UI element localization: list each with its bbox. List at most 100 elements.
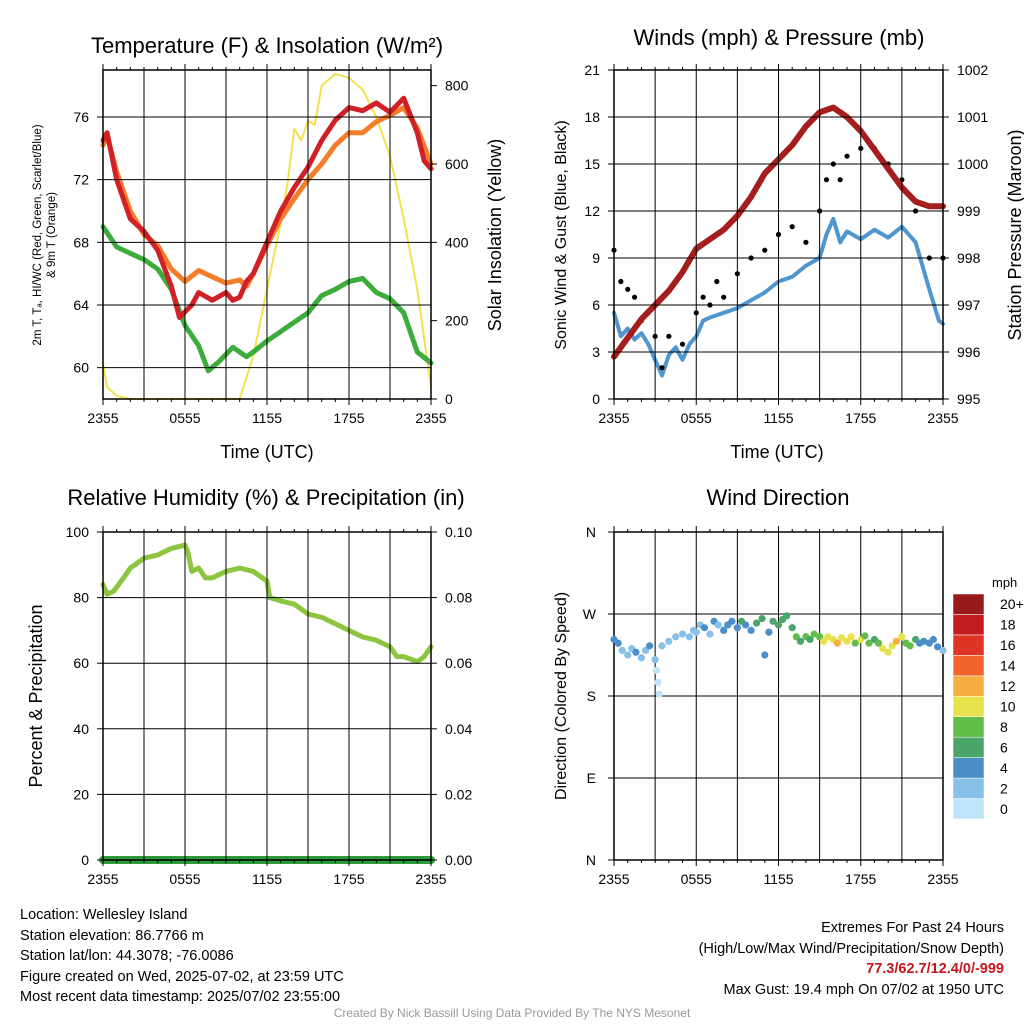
temperature-series [100, 72, 434, 400]
colorbar-swatch [952, 757, 985, 779]
colorbar-label: 14 [1000, 658, 1016, 674]
gust-point [803, 239, 809, 245]
y-tick-label: 0.00 [445, 852, 472, 868]
x-tick-label: 0555 [169, 410, 200, 426]
x-tick-label: 2355 [598, 410, 629, 426]
y-tick-label: W [583, 606, 597, 622]
extremes-block: Extremes For Past 24 Hours (High/Low/Max… [699, 918, 1004, 1000]
humidity-axes: 2355 0555 1155 1755 2355 0 20 40 60 80 100 0.00 0.02… [66, 524, 473, 887]
direction-point [752, 619, 761, 627]
y-tick-label: 72 [73, 172, 89, 188]
max-gust: Max Gust: 19.4 mph On 07/02 at 1950 UTC [723, 981, 1004, 998]
x-tick-label: 2355 [415, 410, 446, 426]
colorbar-swatch [952, 593, 985, 615]
direction-point [665, 637, 673, 645]
direction-point [939, 646, 947, 655]
x-tick-label: 2355 [415, 871, 446, 887]
direction-point [652, 666, 661, 675]
direction-point [861, 632, 869, 640]
wind-ylabel: Sonic Wind & Gust (Blue, Black) [553, 120, 570, 349]
direction-point [692, 628, 700, 636]
y-tick-label: 40 [73, 721, 89, 737]
direction-point [796, 637, 805, 645]
direction-point [624, 651, 632, 659]
colorbar-label: 16 [1000, 637, 1016, 653]
wind-series-line [612, 216, 945, 378]
y-tick-label: 60 [73, 360, 89, 376]
direction-point [833, 639, 842, 647]
direction-title: Wind Direction [706, 485, 849, 510]
y-tick-label: 0 [81, 852, 89, 868]
colorbar-swatch [952, 736, 985, 758]
gust-point [700, 294, 706, 300]
direction-point [769, 617, 777, 625]
colorbar-label: 4 [1000, 760, 1008, 776]
credit-line: Created By Nick Bassill Using Data Provi… [333, 1006, 691, 1020]
humidity-panel: Relative Humidity (%) & Precipitation (i… [26, 485, 472, 887]
direction-point [747, 626, 755, 635]
humidity-ylabel: Percent & Precipitation [26, 604, 46, 787]
colorbar-swatch [952, 798, 985, 820]
y-tick-label: 200 [445, 313, 469, 329]
direction-point [761, 651, 769, 659]
colorbar-swatch [952, 777, 985, 799]
direction-point [906, 642, 914, 650]
y-tick-label: 80 [73, 590, 89, 606]
y-tick-label: 0 [445, 391, 453, 407]
pressure-ylabel: Station Pressure (Maroon) [1005, 129, 1024, 340]
y-tick-label: 0.10 [445, 524, 472, 540]
t2m-series-line [100, 95, 434, 320]
y-tick-label: 1002 [957, 62, 988, 78]
temperature-xlabel: Time (UTC) [220, 442, 313, 462]
direction-point [654, 678, 662, 686]
direction-point [614, 639, 622, 647]
direction-point [847, 633, 855, 641]
x-tick-label: 2355 [87, 871, 118, 887]
x-tick-label: 2355 [927, 410, 958, 426]
direction-point [884, 648, 892, 656]
y-tick-label: 997 [957, 297, 981, 313]
direction-panel: Wind Direction 2355 0555 1155 1755 2355NESWN… [553, 485, 1024, 887]
wind-axes: 2355 0555 1155 1755 2355 0 3 6 9 12 15 18 21 995 996 99… [584, 62, 988, 426]
direction-point [706, 630, 714, 638]
colorbar-swatch [952, 696, 985, 717]
direction-point [837, 634, 846, 642]
direction-point [806, 635, 814, 644]
temperature-ylabel-line2: & 9m T (Orange) [46, 192, 58, 278]
y-tick-label: 76 [73, 109, 89, 125]
speed-colorbar: 0 2 4 6 8 10 12 14 16 18 20+ [952, 593, 1024, 820]
gust-point [721, 294, 727, 300]
colorbar-swatch [952, 675, 985, 697]
temperature-ylabel-line1: 2m T, Tₐ, HI/WC (Red, Green, Scarlet/Blu… [32, 124, 44, 345]
direction-point [714, 621, 722, 629]
direction-point [637, 654, 646, 662]
y-tick-label: 60 [73, 655, 89, 671]
y-tick-label: N [586, 852, 596, 868]
y-tick-label: 400 [445, 234, 469, 250]
gust-point [659, 365, 665, 371]
direction-point [720, 626, 728, 635]
direction-point [758, 614, 766, 623]
rh-series-line [100, 542, 434, 665]
station-location: Location: Wellesley Island [20, 907, 188, 923]
x-tick-label: 1155 [763, 410, 793, 426]
direction-point [646, 642, 654, 650]
y-tick-label: 999 [957, 203, 981, 219]
gust-point [618, 278, 624, 285]
direction-ylabel: Direction (Colored By Speed) [553, 592, 570, 800]
y-tick-label: N [586, 524, 596, 540]
direction-point [632, 648, 640, 656]
figure-created: Figure created on Wed, 2025-07-02, at 23… [20, 968, 344, 985]
direction-point [783, 612, 791, 620]
y-tick-label: E [587, 770, 596, 786]
gust-point [625, 286, 631, 292]
y-tick-label: 0.02 [445, 786, 472, 802]
y-tick-label: 998 [957, 250, 981, 266]
y-tick-label: 20 [73, 786, 89, 802]
gust-point [762, 247, 768, 253]
y-tick-label: 600 [445, 156, 469, 172]
humidity-title: Relative Humidity (%) & Precipitation (i… [67, 485, 464, 510]
direction-point [851, 639, 859, 647]
gust-point [789, 224, 795, 230]
